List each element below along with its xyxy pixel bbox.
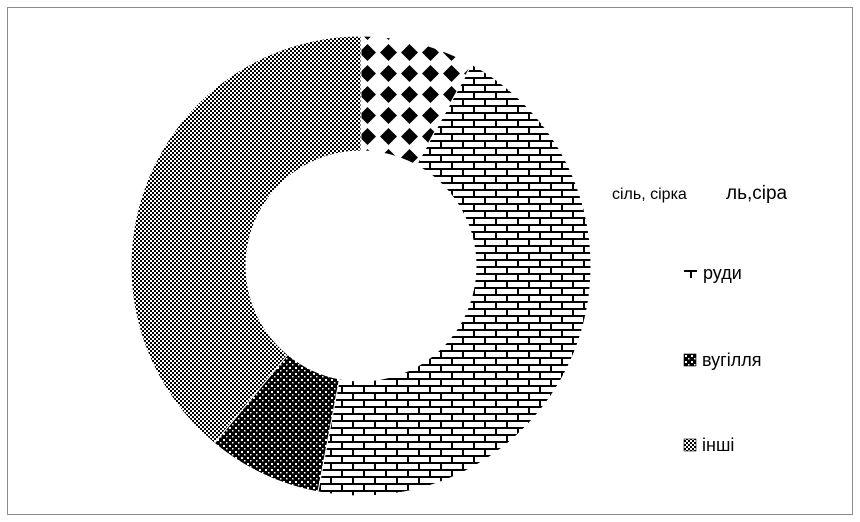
doughnut-slice-2 xyxy=(317,63,592,497)
legend-overlap-fragment: ль,сіра xyxy=(726,183,788,204)
legend-label-2: руди xyxy=(703,263,742,283)
doughnut-slice-4 xyxy=(130,35,362,444)
legend-swatch-3 xyxy=(683,353,697,367)
legend-label-4: інші xyxy=(702,435,734,455)
chart-legend: сіль, сірка ль,сіра руди вугілля інші xyxy=(612,183,788,455)
legend-label-1: сіль, сірка xyxy=(612,186,687,203)
legend-label-3: вугілля xyxy=(702,350,761,370)
doughnut-slices xyxy=(130,35,592,497)
legend-swatch-2 xyxy=(684,270,697,278)
legend-swatch-4 xyxy=(683,438,697,452)
